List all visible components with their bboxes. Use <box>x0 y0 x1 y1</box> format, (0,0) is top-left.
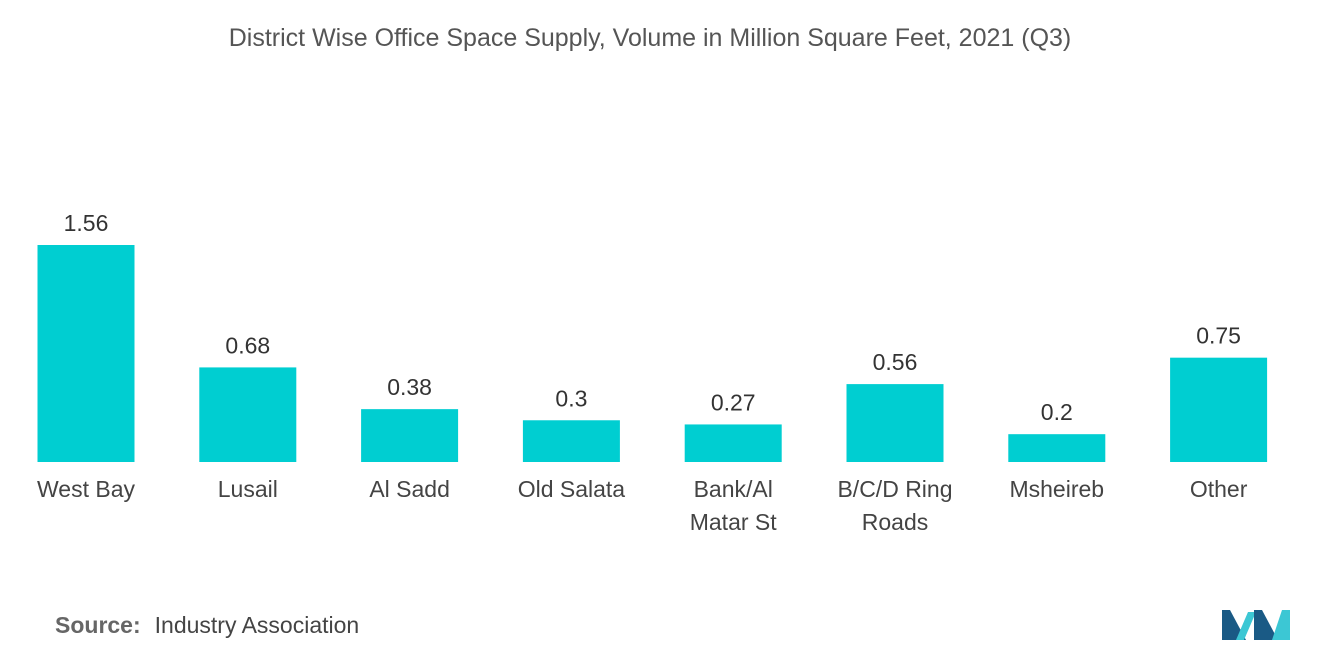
bar-value-label: 1.56 <box>64 210 109 236</box>
category-label: Roads <box>862 509 928 535</box>
bar-value-label: 0.2 <box>1041 399 1073 425</box>
bar-chart: 1.56 0.68 0.38 0.3 0.27 0.56 0.2 0.75 West Bay L… <box>37 210 1268 535</box>
category-label: Other <box>1190 476 1248 502</box>
logo-stroke-2 <box>1236 612 1256 640</box>
logo-stroke-3 <box>1254 610 1278 640</box>
category-label: Al Sadd <box>369 476 450 502</box>
source-label: Source: <box>55 612 141 638</box>
category-label: Bank/Al <box>694 476 773 502</box>
bar-value-label: 0.68 <box>225 332 270 358</box>
bar-value-label: 0.27 <box>711 389 756 415</box>
bar <box>1170 357 1268 462</box>
category-label: Lusail <box>218 476 278 502</box>
source-note: Source: Industry Association <box>55 612 359 639</box>
bar-value-label: 0.56 <box>873 349 918 375</box>
bar-value-label: 0.38 <box>387 374 432 400</box>
category-label: Old Salata <box>518 476 626 502</box>
bar <box>684 424 782 462</box>
bar <box>522 420 620 462</box>
bar <box>846 384 944 462</box>
category-labels-layer: West Bay Lusail Al Sadd Old Salata Bank/Al Ma… <box>37 476 1248 535</box>
bar-value-label: 0.3 <box>555 385 587 411</box>
chart-title: District Wise Office Space Supply, Volum… <box>228 24 1072 52</box>
category-label: Matar St <box>690 509 778 535</box>
category-label: West Bay <box>37 476 135 502</box>
bar <box>37 245 135 462</box>
brand-logo-icon <box>1222 610 1290 640</box>
category-label: B/C/D Ring <box>837 476 952 502</box>
bar <box>199 367 297 462</box>
bar-value-label: 0.75 <box>1196 323 1241 349</box>
logo-stroke-4 <box>1272 610 1290 640</box>
value-labels-layer: 1.56 0.68 0.38 0.3 0.27 0.56 0.2 0.75 <box>64 210 1241 425</box>
bar <box>361 409 459 462</box>
category-label: Msheireb <box>1009 476 1104 502</box>
bar <box>1008 434 1106 462</box>
source-text: Industry Association <box>154 612 360 638</box>
bars-layer <box>37 245 1268 462</box>
